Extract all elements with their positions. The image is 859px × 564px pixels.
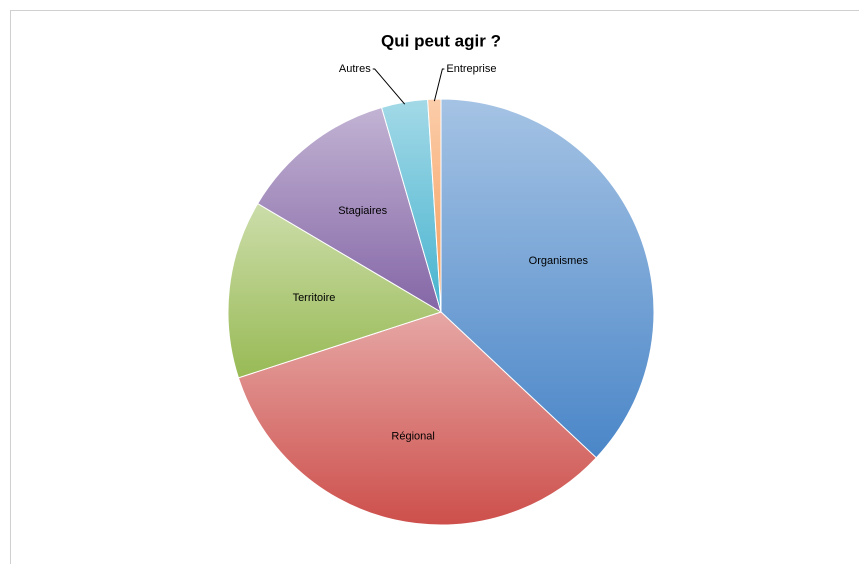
pie-slice — [427, 98, 442, 313]
leader-line — [372, 68, 406, 105]
slice-label: Entreprise — [446, 63, 496, 75]
slice-label: Autres — [339, 63, 371, 75]
pie-slice — [440, 98, 655, 459]
pie-slice — [227, 202, 443, 379]
leader-line — [433, 68, 445, 102]
slice-label: Stagiaires — [338, 205, 387, 217]
slice-label: Territoire — [293, 292, 336, 304]
pie-slice — [237, 311, 597, 526]
chart-title: Qui peut agir ? — [381, 31, 501, 50]
pie-slice — [256, 106, 442, 314]
slice-label: Régional — [391, 431, 434, 443]
slice-label: Organismes — [529, 255, 589, 267]
